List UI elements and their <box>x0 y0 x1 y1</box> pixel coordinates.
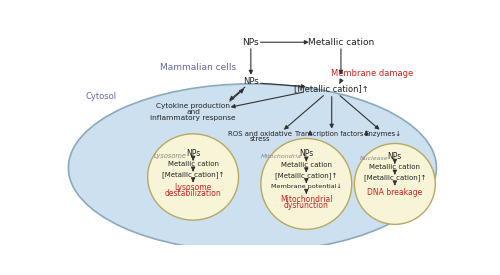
Text: [Metallic cation]↑: [Metallic cation]↑ <box>364 174 426 181</box>
Text: Mitochondria: Mitochondria <box>260 154 302 159</box>
Text: [Metallic cation]↑: [Metallic cation]↑ <box>275 172 338 179</box>
Text: NPs: NPs <box>243 77 258 86</box>
Text: Mitochondrial: Mitochondrial <box>280 195 332 204</box>
Text: Lysosome: Lysosome <box>174 183 212 191</box>
Text: Membrane potential↓: Membrane potential↓ <box>271 183 342 189</box>
Text: [Metallic cation]↑: [Metallic cation]↑ <box>162 171 224 178</box>
Text: and: and <box>186 109 200 115</box>
Text: Mammalian cells: Mammalian cells <box>160 63 236 72</box>
Text: Cytosol: Cytosol <box>85 92 116 101</box>
Ellipse shape <box>68 84 436 252</box>
Text: Cytokine production: Cytokine production <box>156 103 230 109</box>
Text: dysfunction: dysfunction <box>284 201 329 210</box>
Text: Metallic cation: Metallic cation <box>281 162 332 168</box>
Ellipse shape <box>148 134 238 220</box>
Text: ROS and oxidative: ROS and oxidative <box>228 131 292 137</box>
Text: Metallic cation: Metallic cation <box>370 164 420 170</box>
Text: NPs: NPs <box>299 149 314 158</box>
Text: inflammatory response: inflammatory response <box>150 116 236 122</box>
Text: Transcription factors↓: Transcription factors↓ <box>295 131 368 137</box>
Text: NPs: NPs <box>186 148 200 158</box>
Text: Metallic cation: Metallic cation <box>168 161 218 167</box>
Text: DNA breakage: DNA breakage <box>367 188 422 197</box>
Text: Lysosome: Lysosome <box>154 153 186 159</box>
Text: NPs: NPs <box>242 38 259 47</box>
Text: Enzymes↓: Enzymes↓ <box>364 131 402 137</box>
Ellipse shape <box>354 144 436 224</box>
Text: [Metallic cation]↑: [Metallic cation]↑ <box>294 84 369 93</box>
Text: Membrane damage: Membrane damage <box>330 68 413 78</box>
Text: NPs: NPs <box>388 152 402 161</box>
Text: Metallic cation: Metallic cation <box>308 38 374 47</box>
Text: Nuclease: Nuclease <box>360 156 388 161</box>
Text: stress: stress <box>250 136 270 142</box>
Ellipse shape <box>261 139 352 229</box>
Text: destabilization: destabilization <box>164 189 222 198</box>
